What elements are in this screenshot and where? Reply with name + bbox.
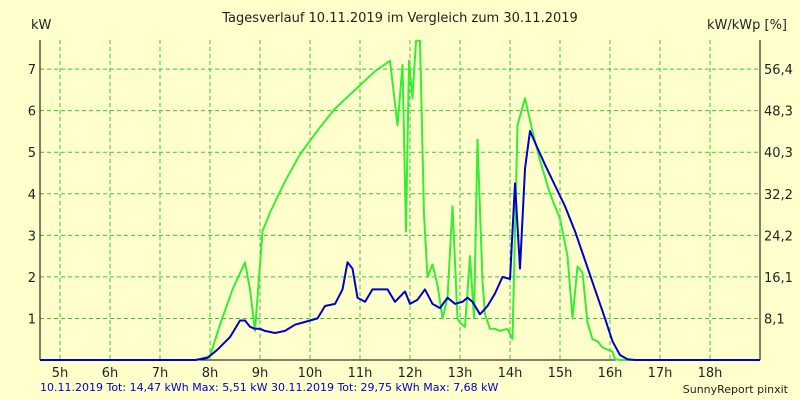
y-tick-label: 5 bbox=[28, 146, 36, 161]
y2-tick-label: 16,1 bbox=[764, 271, 793, 286]
series-line-30-11-2019 bbox=[40, 39, 760, 361]
x-tick-label: 7h bbox=[152, 366, 169, 381]
y-tick-label: 6 bbox=[28, 105, 36, 120]
x-tick-label: 14h bbox=[498, 366, 523, 381]
y-tick-label: 3 bbox=[28, 229, 36, 244]
series2-stats: 30.11.2019 Tot: 29,75 kWh Max: 7,68 kW bbox=[270, 381, 499, 394]
y-tick-label: 2 bbox=[28, 271, 36, 286]
x-tick-label: 18h bbox=[698, 366, 723, 381]
footer-stats: 10.11.2019 Tot: 14,47 kWh Max: 5,51 kW 3… bbox=[40, 381, 498, 394]
x-tick-label: 5h bbox=[52, 366, 69, 381]
x-tick-label: 13h bbox=[448, 366, 473, 381]
y-axis-unit: kW bbox=[31, 18, 52, 33]
x-tick-label: 6h bbox=[102, 366, 119, 381]
y-tick-label: 1 bbox=[28, 312, 36, 327]
x-tick-label: 15h bbox=[548, 366, 573, 381]
y2-axis-unit: kW/kWp [%] bbox=[706, 18, 787, 33]
brand-label: SunnyReport pinxit bbox=[682, 383, 788, 396]
y2-tick-label: 24,2 bbox=[764, 229, 793, 244]
y2-tick-labels: 8,1 16,1 24,2 32,2 40,3 48,3 56,4 bbox=[764, 63, 793, 327]
x-tick-label: 10h bbox=[298, 366, 323, 381]
y2-tick-label: 56,4 bbox=[764, 63, 793, 78]
x-tick-label: 16h bbox=[598, 366, 623, 381]
x-tick-label: 12h bbox=[398, 366, 423, 381]
y-tick-labels: 1 2 3 4 5 6 7 bbox=[28, 63, 36, 327]
y2-tick-label: 32,2 bbox=[764, 188, 793, 203]
x-tick-label: 8h bbox=[202, 366, 219, 381]
series-line-10-11-2019 bbox=[40, 130, 760, 361]
y2-tick-label: 48,3 bbox=[764, 105, 793, 120]
x-tick-label: 17h bbox=[648, 366, 673, 381]
x-tick-label: 9h bbox=[252, 366, 269, 381]
chart-title: Tagesverlauf 10.11.2019 im Vergleich zum… bbox=[222, 11, 578, 26]
x-tick-labels: 5h 6h 7h 8h 9h 10h 11h 12h 13h 14h 15h 16h 17h 18h bbox=[52, 366, 723, 381]
grid-lines bbox=[40, 40, 760, 360]
y-tick-label: 7 bbox=[28, 63, 36, 78]
series-lines bbox=[40, 39, 760, 361]
y2-tick-label: 8,1 bbox=[764, 312, 785, 327]
series1-stats: 10.11.2019 Tot: 14,47 kWh Max: 5,51 kW bbox=[40, 381, 268, 394]
x-tick-label: 11h bbox=[348, 366, 373, 381]
y-tick-label: 4 bbox=[28, 188, 36, 203]
y2-tick-label: 40,3 bbox=[764, 146, 793, 161]
